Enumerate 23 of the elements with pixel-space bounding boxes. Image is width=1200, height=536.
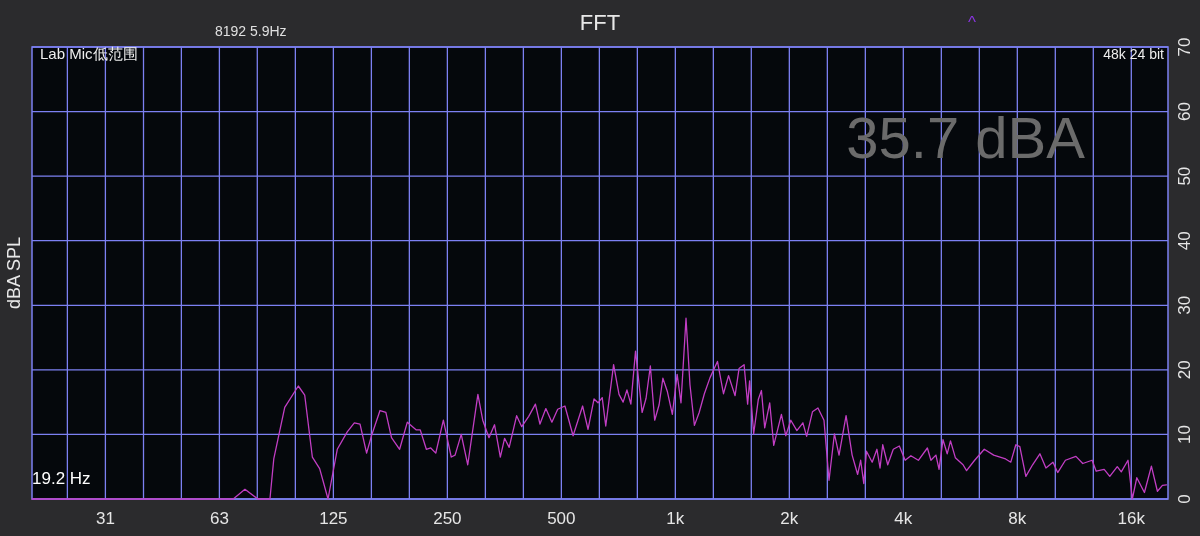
y-tick-label: 70 [1175, 37, 1194, 57]
y-tick-label: 20 [1175, 360, 1194, 380]
x-tick-label: 16k [1117, 509, 1146, 528]
y-tick-label: 0 [1175, 494, 1194, 504]
x-tick-label: 63 [209, 509, 229, 528]
x-tick-label: 250 [433, 509, 462, 528]
x-tick-label: 500 [547, 509, 576, 528]
x-tick-label: 31 [95, 509, 115, 528]
text: ^ [968, 13, 977, 32]
x-tick-label: 8k [1008, 509, 1027, 528]
y-tick-label: 40 [1175, 231, 1194, 251]
y-tick-label: 50 [1175, 166, 1194, 186]
y-tick-label: 60 [1175, 102, 1194, 122]
x-tick-label: 125 [319, 509, 348, 528]
y-tick-label: 30 [1175, 295, 1194, 315]
chart-title: FFT [579, 10, 621, 35]
annotation: 19.2 Hz [32, 469, 91, 488]
y-tick-label: 10 [1175, 424, 1194, 444]
text: 8192 5.9Hz [215, 23, 287, 39]
x-tick-label: 1k [666, 509, 685, 528]
y-axis-title: dBA SPL [4, 236, 24, 310]
x-tick-label: 4k [894, 509, 913, 528]
x-tick-label: 2k [780, 509, 799, 528]
